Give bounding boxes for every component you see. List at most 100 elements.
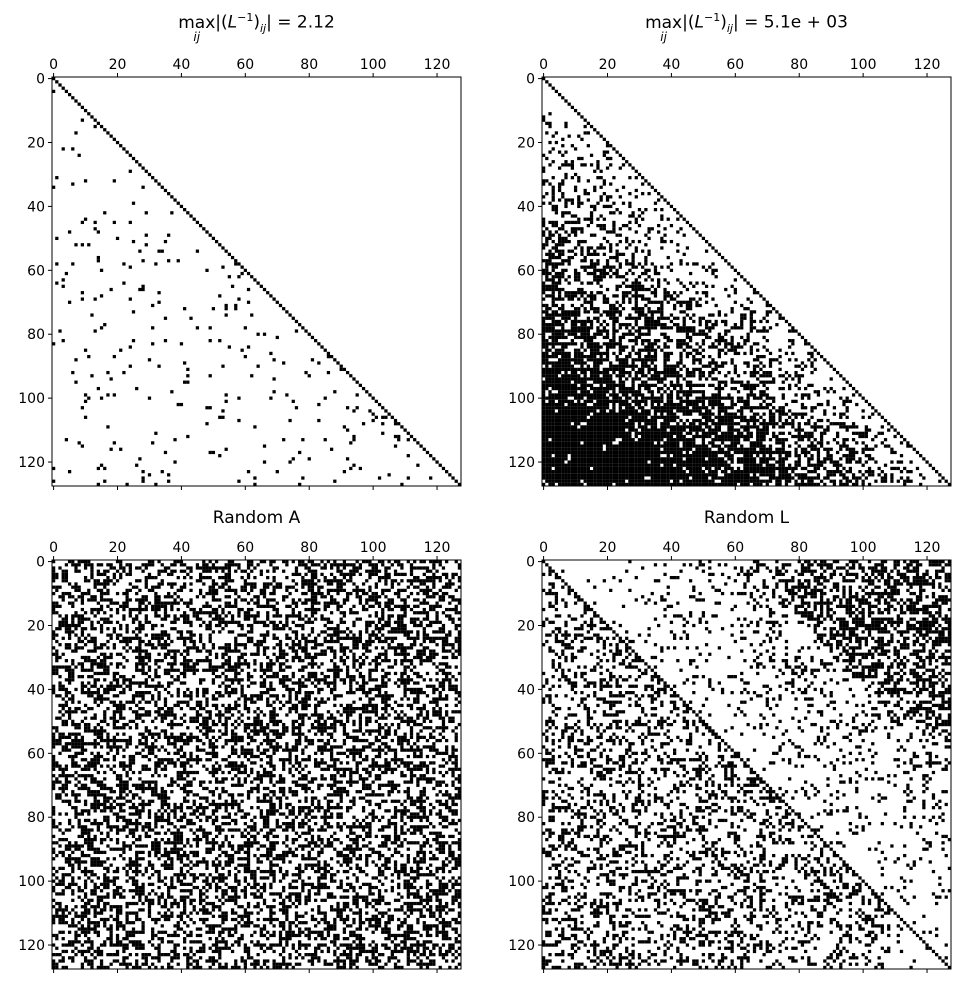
nonzero-cell bbox=[855, 425, 859, 429]
nonzero-cell bbox=[717, 444, 721, 448]
nonzero-cell bbox=[756, 329, 760, 333]
nonzero-cell bbox=[67, 230, 72, 234]
nonzero-cell bbox=[561, 335, 565, 340]
nonzero-cell bbox=[666, 367, 670, 372]
nonzero-cell bbox=[567, 473, 571, 477]
nonzero-cell bbox=[554, 412, 559, 416]
nonzero-cell bbox=[409, 434, 414, 439]
nonzero-cell bbox=[609, 393, 613, 397]
nonzero-cell bbox=[676, 444, 680, 448]
nonzero-cell bbox=[551, 313, 555, 317]
nonzero-cell bbox=[589, 460, 594, 464]
nonzero-cell bbox=[858, 470, 862, 474]
nonzero-cell bbox=[64, 89, 69, 94]
nonzero-cell bbox=[644, 412, 648, 416]
nonzero-cell bbox=[762, 466, 766, 471]
nonzero-cell bbox=[554, 287, 559, 292]
nonzero-cell bbox=[554, 418, 559, 423]
nonzero-cell bbox=[170, 569, 174, 573]
nonzero-cell bbox=[845, 476, 849, 480]
nonzero-cell bbox=[580, 294, 584, 298]
nonzero-cell bbox=[819, 425, 824, 429]
nonzero-cell bbox=[794, 447, 798, 451]
nonzero-cell bbox=[567, 399, 571, 403]
nonzero-cell bbox=[548, 342, 552, 346]
nonzero-cell bbox=[605, 425, 610, 429]
nonzero-cell bbox=[653, 473, 658, 477]
nonzero-cell bbox=[580, 428, 584, 432]
nonzero-cell bbox=[262, 560, 267, 564]
nonzero-cell bbox=[615, 454, 619, 458]
nonzero-cell bbox=[765, 313, 769, 317]
nonzero-cell bbox=[669, 396, 674, 400]
nonzero-cell bbox=[615, 460, 619, 464]
nonzero-cell bbox=[685, 447, 690, 451]
nonzero-cell bbox=[545, 339, 549, 343]
nonzero-cell bbox=[666, 399, 670, 403]
nonzero-cell bbox=[545, 466, 549, 471]
nonzero-cell bbox=[61, 147, 65, 151]
nonzero-cell bbox=[733, 428, 737, 432]
nonzero-cell bbox=[573, 402, 578, 407]
nonzero-cell bbox=[224, 399, 228, 403]
nonzero-cell bbox=[740, 396, 744, 400]
nonzero-cell bbox=[548, 447, 552, 451]
nonzero-cell bbox=[839, 425, 843, 429]
nonzero-cell bbox=[621, 466, 626, 471]
nonzero-cell bbox=[682, 460, 686, 464]
nonzero-cell bbox=[746, 402, 750, 407]
nonzero-cell bbox=[746, 396, 750, 400]
nonzero-cell bbox=[138, 457, 142, 461]
nonzero-cell bbox=[727, 450, 731, 455]
nonzero-cell bbox=[784, 479, 789, 483]
x-tick-label: 100 bbox=[360, 57, 387, 73]
nonzero-cell bbox=[329, 447, 334, 451]
nonzero-cell bbox=[663, 402, 667, 407]
nonzero-cell bbox=[612, 434, 616, 439]
nonzero-cell bbox=[851, 482, 856, 487]
nonzero-cell bbox=[612, 466, 616, 471]
nonzero-cell bbox=[641, 450, 645, 455]
nonzero-cell bbox=[634, 370, 638, 375]
nonzero-cell bbox=[804, 450, 808, 455]
nonzero-cell bbox=[628, 364, 632, 368]
nonzero-cell bbox=[580, 444, 584, 448]
nonzero-cell bbox=[602, 351, 606, 356]
nonzero-cell bbox=[224, 313, 228, 317]
nonzero-cell bbox=[557, 361, 562, 365]
nonzero-cell bbox=[618, 313, 622, 317]
nonzero-cell bbox=[768, 466, 773, 471]
nonzero-cell bbox=[756, 482, 760, 487]
nonzero-cell bbox=[621, 450, 626, 455]
nonzero-cell bbox=[682, 470, 686, 474]
nonzero-cell bbox=[253, 476, 257, 480]
nonzero-cell bbox=[752, 326, 757, 330]
nonzero-cell bbox=[621, 447, 626, 451]
nonzero-cell bbox=[637, 386, 642, 391]
nonzero-cell bbox=[593, 431, 597, 435]
nonzero-cell bbox=[551, 425, 555, 429]
nonzero-cell bbox=[551, 252, 555, 256]
nonzero-cell bbox=[660, 409, 664, 413]
nonzero-cell bbox=[682, 319, 686, 324]
nonzero-cell bbox=[141, 259, 145, 263]
nonzero-cell bbox=[567, 313, 571, 317]
nonzero-cell bbox=[615, 287, 619, 292]
nonzero-cell bbox=[586, 393, 590, 397]
nonzero-cell bbox=[842, 399, 846, 403]
nonzero-cell bbox=[685, 425, 690, 429]
nonzero-cell bbox=[548, 377, 552, 381]
nonzero-cell bbox=[653, 351, 658, 356]
nonzero-cell bbox=[688, 441, 693, 445]
nonzero-cell bbox=[227, 275, 231, 279]
nonzero-cell bbox=[457, 482, 462, 487]
nonzero-cell bbox=[634, 441, 638, 445]
nonzero-cell bbox=[352, 434, 356, 439]
nonzero-cell bbox=[570, 105, 575, 110]
nonzero-cell bbox=[147, 563, 152, 567]
nonzero-cell bbox=[628, 454, 632, 458]
nonzero-cell bbox=[625, 278, 629, 282]
nonzero-cell bbox=[666, 393, 670, 397]
nonzero-cell bbox=[685, 300, 690, 304]
nonzero-cell bbox=[554, 243, 559, 247]
